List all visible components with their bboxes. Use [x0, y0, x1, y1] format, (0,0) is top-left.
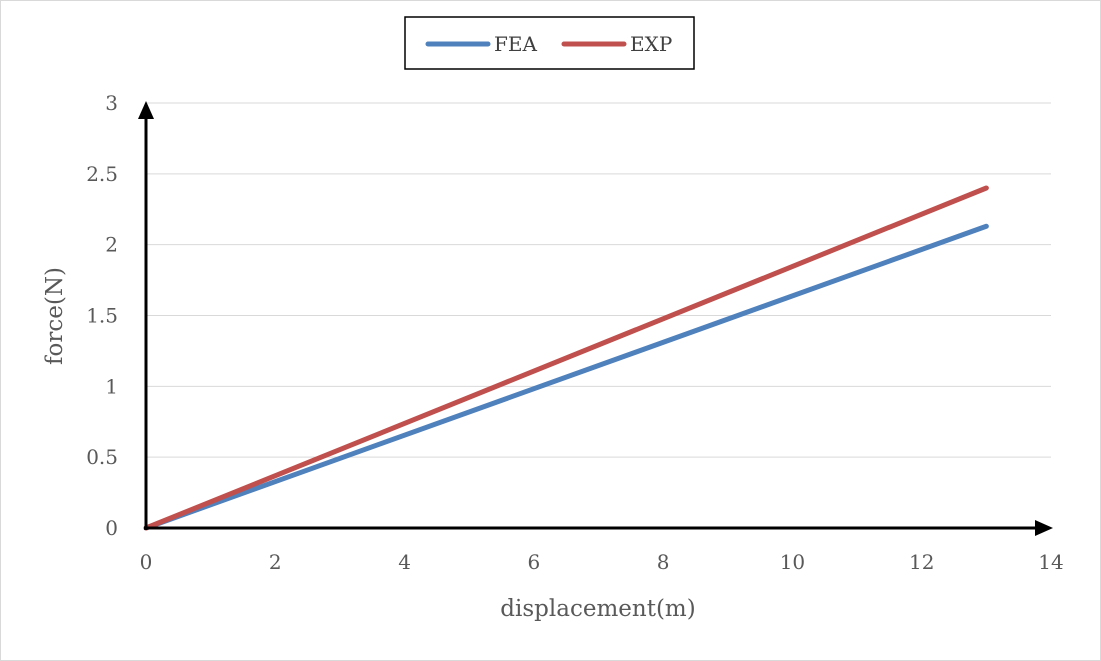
y-tick-label: 1.5 [86, 304, 118, 328]
y-tick-label: 0 [105, 516, 118, 540]
gridlines [146, 102, 1051, 458]
legend-label-fea: FEA [494, 32, 537, 56]
x-tick-label: 2 [269, 550, 282, 574]
x-tick-label: 6 [527, 550, 540, 574]
legend-label-exp: EXP [630, 32, 672, 56]
legend-items: FEA EXP [425, 32, 672, 56]
x-tick-label: 14 [1038, 550, 1063, 574]
x-tick-label: 12 [909, 550, 934, 574]
y-tick-labels: 0 0.5 1 1.5 2 2.5 3 [86, 91, 118, 540]
y-tick-label: 2.5 [86, 162, 118, 186]
x-tick-labels: 0 2 4 6 8 10 12 14 [140, 550, 1064, 574]
axes [138, 101, 1053, 536]
y-tick-label: 3 [105, 91, 118, 115]
y-axis-title: force(N) [42, 267, 68, 365]
y-tick-label: 0.5 [86, 445, 118, 469]
series-line-exp [143, 185, 989, 531]
x-axis-title: displacement(m) [500, 596, 695, 622]
x-tick-label: 4 [398, 550, 411, 574]
series-line-fea [143, 223, 989, 531]
x-tick-label: 8 [657, 550, 670, 574]
x-tick-label: 0 [140, 550, 153, 574]
y-tick-label: 1 [105, 374, 118, 398]
x-tick-label: 10 [780, 550, 805, 574]
y-axis-arrow [138, 101, 154, 119]
legend: FEA EXP [404, 16, 695, 70]
series-group [143, 185, 989, 531]
y-tick-label: 2 [105, 233, 118, 257]
x-axis-arrow [1035, 520, 1053, 536]
